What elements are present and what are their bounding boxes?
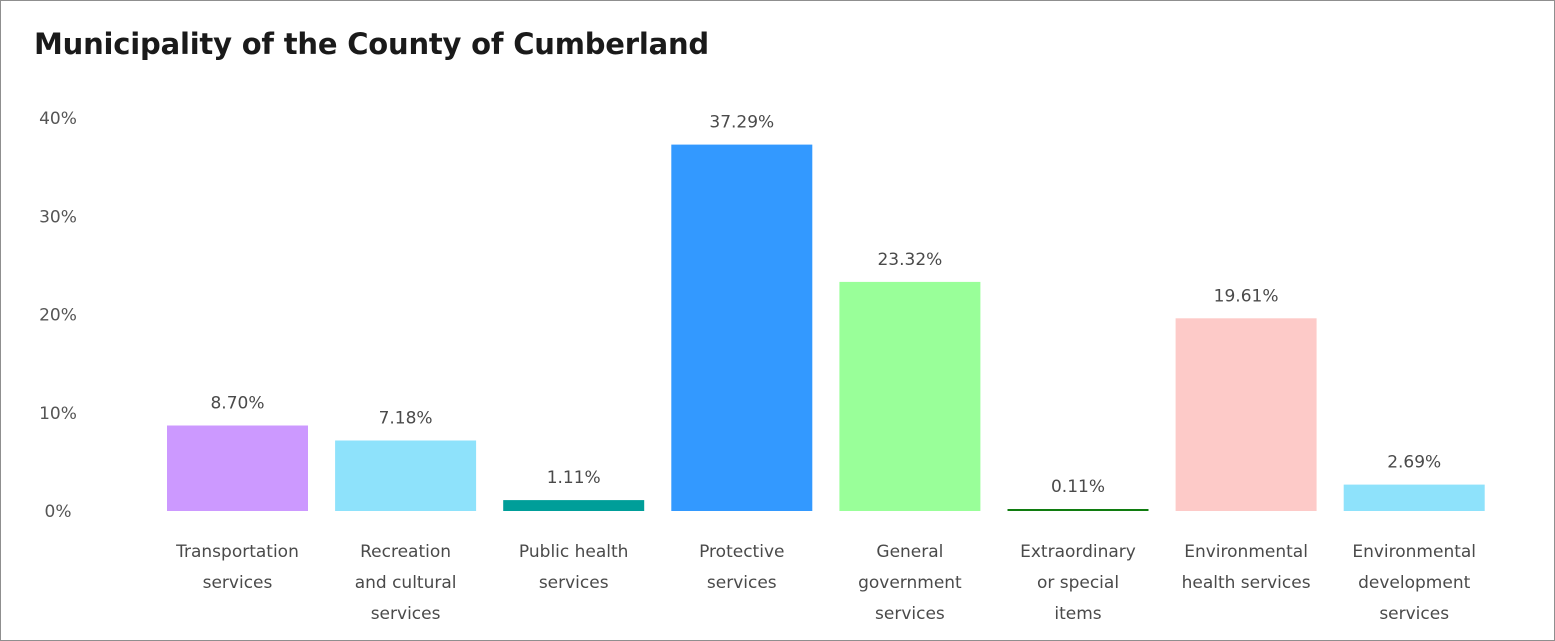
- category-label: health services: [1182, 573, 1311, 593]
- data-label: 1.11%: [547, 468, 601, 488]
- category-label: development: [1358, 573, 1470, 593]
- y-tick-label: 0%: [45, 502, 72, 522]
- category-label: Environmental: [1184, 542, 1308, 562]
- category-label: Public health: [519, 542, 629, 562]
- data-label: 23.32%: [877, 250, 942, 270]
- category-label: General: [876, 542, 943, 562]
- category-label: Extraordinary: [1020, 542, 1136, 562]
- category-label: services: [203, 573, 273, 593]
- category-label: services: [1379, 604, 1449, 624]
- category-label: services: [539, 573, 609, 593]
- bar: [335, 440, 477, 511]
- category-label: items: [1054, 604, 1101, 624]
- data-label: 37.29%: [709, 113, 774, 133]
- bar: [1343, 484, 1485, 511]
- category-label: and cultural: [355, 573, 457, 593]
- data-label: 0.11%: [1051, 477, 1105, 497]
- chart-title: Municipality of the County of Cumberland: [34, 27, 709, 61]
- category-label: services: [875, 604, 945, 624]
- data-label: 19.61%: [1214, 286, 1279, 306]
- category-label: Environmental: [1352, 542, 1476, 562]
- bar: [503, 500, 645, 511]
- y-tick-label: 20%: [39, 306, 77, 326]
- category-label: government: [858, 573, 962, 593]
- category-label: services: [371, 604, 441, 624]
- bar: [671, 144, 813, 511]
- bar: [167, 425, 308, 511]
- bar: [1007, 509, 1149, 511]
- bar: [1175, 318, 1317, 511]
- data-label: 2.69%: [1387, 453, 1441, 473]
- data-label: 7.18%: [379, 409, 433, 429]
- category-label: Protective: [699, 542, 784, 562]
- category-label: Recreation: [360, 542, 451, 562]
- y-tick-label: 30%: [39, 207, 77, 227]
- category-label: services: [707, 573, 777, 593]
- category-label: or special: [1037, 573, 1119, 593]
- y-tick-label: 10%: [39, 404, 77, 424]
- data-label: 8.70%: [210, 394, 264, 414]
- category-label: Transportation: [175, 542, 299, 562]
- y-tick-label: 40%: [39, 109, 77, 129]
- bar: [839, 281, 981, 511]
